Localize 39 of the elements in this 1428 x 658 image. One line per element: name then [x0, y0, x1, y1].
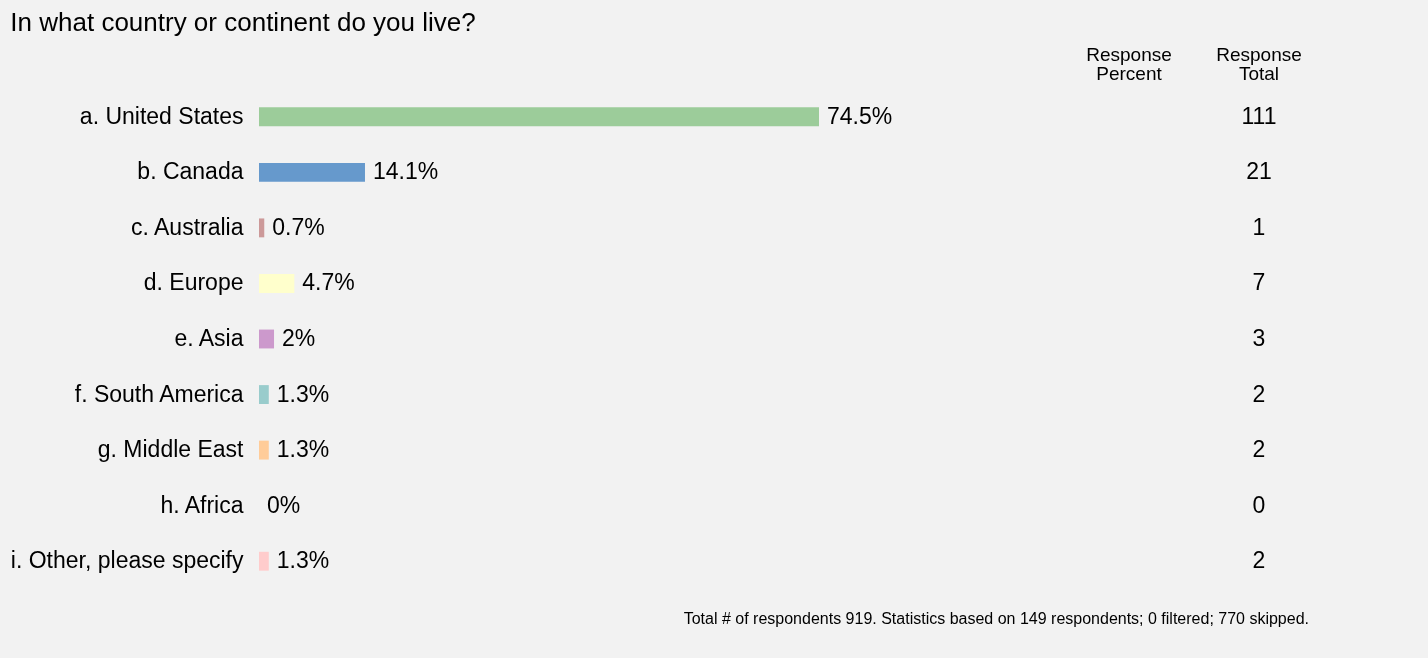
data-label: 1.3% — [276, 547, 330, 574]
bar — [259, 329, 275, 349]
bar — [259, 218, 265, 238]
y-tick-label: f. South America — [74, 380, 244, 407]
y-tick-label: e. Asia — [174, 325, 244, 351]
text: Total # of respondents 919. Statistics based on 149 respondents; 0 filtered; 770 skipped. — [683, 610, 1309, 627]
text: 7 — [1252, 269, 1266, 296]
data-label: 0% — [267, 491, 301, 518]
text: 21 — [1246, 158, 1272, 185]
text: 0 — [1252, 491, 1266, 518]
data-label: 74.5% — [827, 102, 893, 129]
bar — [259, 385, 269, 404]
bar — [259, 162, 365, 182]
text: 111 — [1241, 102, 1277, 129]
y-tick-label: b. Canada — [137, 158, 244, 185]
data-label: 0.7% — [272, 213, 325, 240]
data-label: 14.1% — [372, 158, 439, 185]
bar — [259, 440, 269, 460]
y-tick-label: c. Australia — [131, 213, 244, 240]
data-label: 1.3% — [276, 436, 330, 463]
text: 1 — [1252, 213, 1266, 240]
bar — [259, 551, 269, 571]
text: 2 — [1252, 380, 1266, 407]
text: 2 — [1252, 436, 1266, 463]
y-tick-label: g. Middle East — [97, 436, 245, 463]
data-label: 2% — [282, 325, 316, 351]
text: 3 — [1252, 325, 1266, 351]
bar — [259, 107, 819, 127]
text: Response Percent — [1086, 44, 1172, 84]
y-tick-label: d. Europe — [143, 269, 244, 296]
text: Response Total — [1216, 44, 1302, 84]
y-tick-label: i. Other, please specify — [10, 547, 244, 574]
chart-title: In what country or continent do you live? — [10, 7, 476, 37]
y-tick-label: a. United States — [79, 102, 244, 129]
y-tick-label: h. Africa — [160, 491, 244, 518]
data-label: 1.3% — [276, 380, 330, 407]
text: 2 — [1252, 547, 1266, 574]
data-label: 4.7% — [302, 269, 355, 296]
bar — [259, 274, 295, 293]
